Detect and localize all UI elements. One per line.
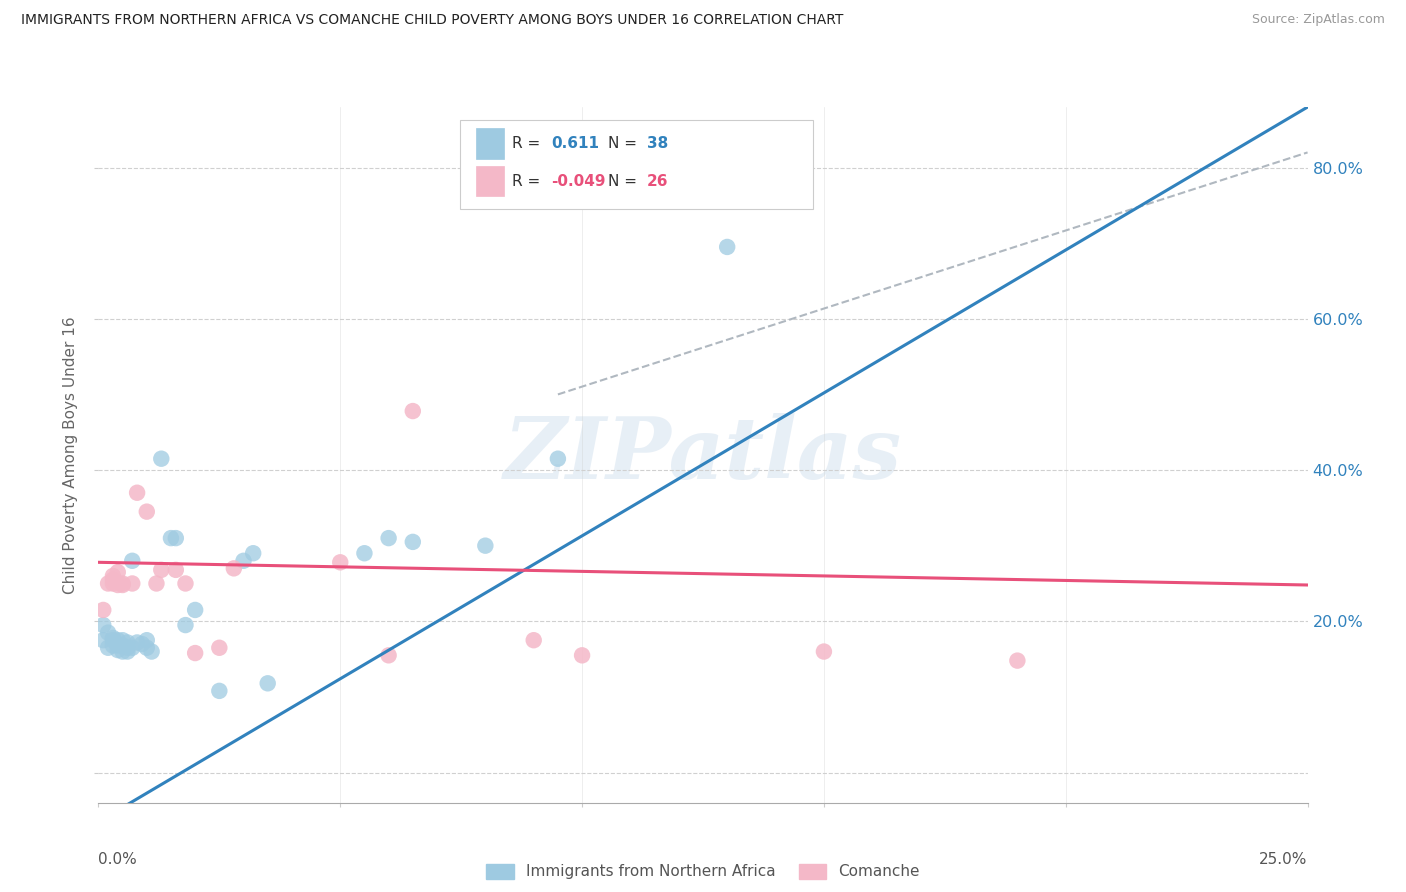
Point <box>141 644 163 658</box>
Point <box>547 451 569 466</box>
Text: 26: 26 <box>647 174 669 189</box>
Point <box>131 637 153 651</box>
Point <box>107 639 129 653</box>
Point <box>107 643 129 657</box>
Point <box>377 531 399 545</box>
Point <box>111 644 134 658</box>
Point <box>208 684 231 698</box>
Point <box>91 603 114 617</box>
Point <box>256 676 278 690</box>
Point <box>101 633 124 648</box>
Point <box>97 625 120 640</box>
Point <box>474 539 496 553</box>
Legend: Immigrants from Northern Africa, Comanche: Immigrants from Northern Africa, Comanch… <box>479 857 927 886</box>
Point <box>111 639 134 653</box>
Point <box>377 648 399 663</box>
Point <box>101 631 124 645</box>
Point <box>174 618 197 632</box>
Text: 0.0%: 0.0% <box>98 852 138 866</box>
Point <box>117 644 139 658</box>
Point <box>1007 654 1029 668</box>
Point <box>111 576 134 591</box>
Point <box>111 633 134 648</box>
Point <box>121 576 143 591</box>
Text: ZIPatlas: ZIPatlas <box>503 413 903 497</box>
Point <box>101 639 124 653</box>
Text: -0.049: -0.049 <box>551 174 606 189</box>
Point <box>127 635 149 649</box>
Text: R =: R = <box>512 136 540 151</box>
Text: Source: ZipAtlas.com: Source: ZipAtlas.com <box>1251 13 1385 27</box>
Point <box>101 576 124 591</box>
Text: N =: N = <box>607 136 637 151</box>
Point <box>91 633 114 648</box>
Point <box>813 644 835 658</box>
Text: 38: 38 <box>647 136 668 151</box>
Point <box>97 640 120 655</box>
Text: 25.0%: 25.0% <box>1260 852 1308 866</box>
Point <box>91 618 114 632</box>
Point <box>107 633 129 648</box>
Point <box>329 555 352 569</box>
Point <box>165 563 187 577</box>
Text: IMMIGRANTS FROM NORTHERN AFRICA VS COMANCHE CHILD POVERTY AMONG BOYS UNDER 16 CO: IMMIGRANTS FROM NORTHERN AFRICA VS COMAN… <box>21 13 844 28</box>
Point <box>107 578 129 592</box>
Point <box>571 648 593 663</box>
Point <box>117 635 139 649</box>
Point <box>716 240 738 254</box>
Point <box>135 505 157 519</box>
Point <box>121 640 143 655</box>
Point <box>222 561 245 575</box>
Point <box>135 640 157 655</box>
Text: R =: R = <box>512 174 540 189</box>
Point <box>402 404 425 418</box>
Point <box>184 603 207 617</box>
Point <box>165 531 187 545</box>
Point <box>184 646 207 660</box>
Text: N =: N = <box>607 174 637 189</box>
Point <box>121 554 143 568</box>
Point <box>127 485 149 500</box>
Point <box>402 534 425 549</box>
Point <box>117 640 139 655</box>
Y-axis label: Child Poverty Among Boys Under 16: Child Poverty Among Boys Under 16 <box>63 316 79 594</box>
Text: 0.611: 0.611 <box>551 136 599 151</box>
Point <box>160 531 183 545</box>
Point <box>101 569 124 583</box>
Point <box>107 565 129 579</box>
Point <box>150 563 173 577</box>
Point <box>135 633 157 648</box>
Point <box>97 576 120 591</box>
Point <box>150 451 173 466</box>
Point <box>232 554 254 568</box>
Point <box>111 578 134 592</box>
Point <box>101 573 124 587</box>
Point <box>242 546 264 560</box>
Point <box>174 576 197 591</box>
Point <box>523 633 546 648</box>
Point <box>208 640 231 655</box>
Point <box>353 546 375 560</box>
Point <box>145 576 167 591</box>
